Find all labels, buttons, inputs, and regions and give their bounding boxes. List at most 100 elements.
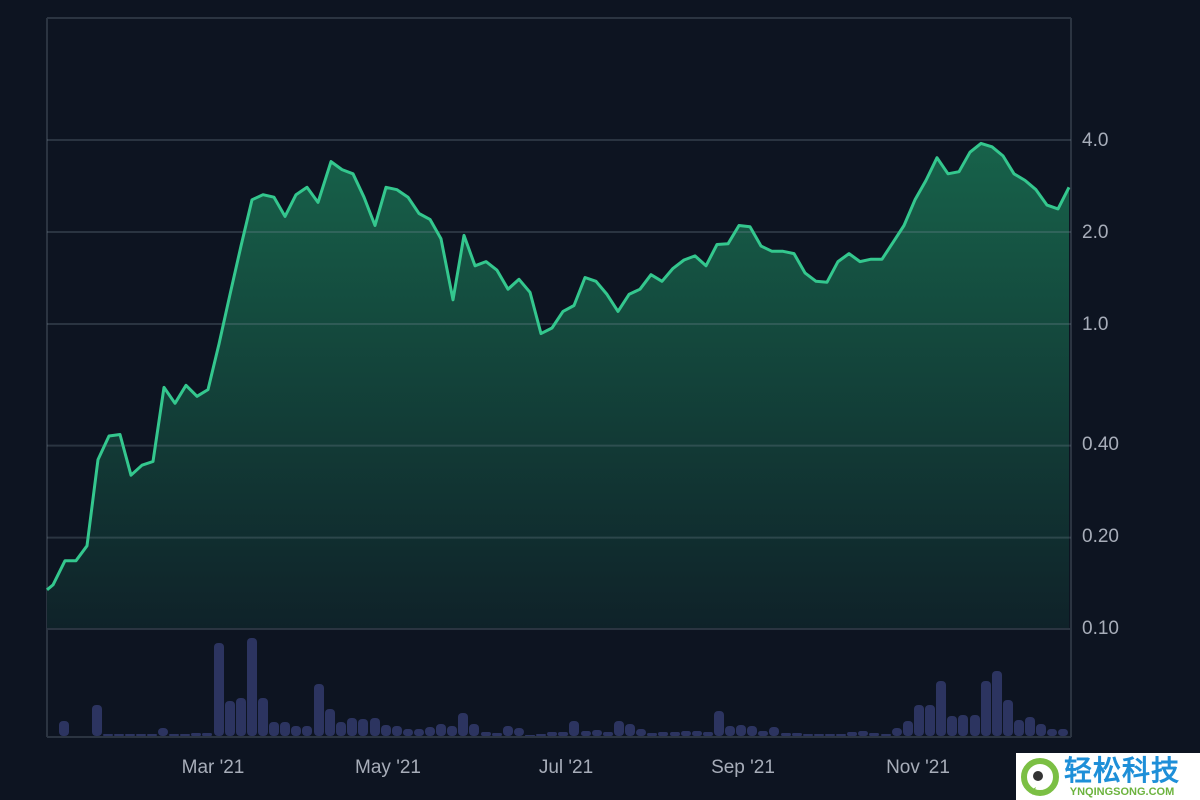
volume-bar [792, 733, 802, 736]
volume-bar [191, 733, 201, 736]
y-tick-label: 1.0 [1082, 314, 1109, 335]
volume-bar [291, 726, 301, 736]
volume-bar [903, 721, 913, 736]
y-tick-label: 2.0 [1082, 222, 1109, 243]
volume-bar [214, 643, 224, 736]
volume-bar [603, 732, 613, 736]
volume-bar [947, 716, 957, 736]
volume-bar [981, 681, 991, 736]
watermark: 轻松科技 YNQINGSONG.COM [1016, 753, 1200, 800]
volume-bar [158, 728, 168, 736]
volume-bars [59, 638, 1068, 736]
volume-bar [92, 705, 102, 736]
volume-bar [925, 705, 935, 736]
price-line [46, 141, 1071, 591]
volume-bar [670, 732, 680, 736]
volume-bar [347, 718, 357, 736]
volume-bar [525, 735, 535, 736]
volume-bar [447, 726, 457, 736]
volume-bar [125, 734, 135, 736]
volume-bar [325, 709, 335, 736]
volume-bar [169, 734, 179, 736]
volume-bar [881, 734, 891, 736]
volume-bar [703, 732, 713, 736]
volume-bar [414, 729, 424, 736]
volume-bar [336, 722, 346, 736]
x-tick-label: Nov '21 [886, 757, 950, 778]
volume-bar [814, 734, 824, 736]
volume-bar [236, 698, 246, 736]
x-tick-label: Jul '21 [538, 757, 594, 778]
volume-bar [302, 726, 312, 736]
volume-bar [692, 731, 702, 736]
eye-logo-icon [1021, 757, 1059, 796]
y-tick-label: 0.10 [1082, 618, 1119, 639]
volume-bar [103, 734, 113, 736]
volume-bar [614, 721, 624, 736]
volume-bar [59, 721, 69, 736]
volume-bar [1047, 729, 1057, 736]
price-area [47, 143, 1069, 629]
volume-bar [869, 733, 879, 736]
volume-bar [803, 734, 813, 736]
volume-bar [914, 705, 924, 736]
volume-bar [492, 733, 502, 736]
volume-bar [681, 731, 691, 736]
volume-bar [147, 734, 157, 736]
volume-bar [1003, 700, 1013, 736]
volume-bar [436, 724, 446, 736]
volume-bar [892, 728, 902, 736]
volume-bar [636, 729, 646, 736]
watermark-cn-text: 轻松科技 [1064, 753, 1181, 787]
volume-bar [1036, 724, 1046, 736]
x-tick-label: Sep '21 [711, 757, 775, 778]
volume-bar [458, 713, 468, 736]
volume-bar [970, 715, 980, 736]
volume-bar [114, 734, 124, 736]
volume-bar [647, 733, 657, 736]
volume-bar [503, 726, 513, 736]
volume-bar [836, 734, 846, 736]
volume-bar [769, 727, 779, 736]
volume-bar [781, 733, 791, 736]
volume-bar [825, 734, 835, 736]
volume-bar [992, 671, 1002, 736]
volume-bar [758, 731, 768, 736]
volume-bar [370, 718, 380, 736]
volume-bar [269, 722, 279, 736]
volume-bar [847, 732, 857, 736]
volume-bar [569, 721, 579, 736]
volume-bar [714, 711, 724, 736]
volume-bar [1058, 729, 1068, 736]
volume-bar [625, 724, 635, 736]
volume-bar [403, 729, 413, 736]
watermark-en-text: YNQINGSONG.COM [1069, 785, 1175, 798]
volume-bar [247, 638, 257, 736]
volume-bar [280, 722, 290, 736]
volume-bar [747, 726, 757, 736]
volume-bar [725, 726, 735, 736]
volume-bar [558, 732, 568, 736]
y-tick-label: 4.0 [1082, 130, 1109, 151]
volume-bar [547, 732, 557, 736]
volume-bar [225, 701, 235, 736]
volume-bar [392, 726, 402, 736]
volume-bar [958, 715, 968, 736]
volume-bar [202, 733, 212, 736]
y-tick-label: 0.20 [1082, 526, 1119, 547]
volume-bar [1014, 720, 1024, 736]
volume-bar [314, 684, 324, 736]
volume-bar [536, 734, 546, 736]
volume-bar [425, 727, 435, 736]
x-tick-label: May '21 [355, 757, 421, 778]
volume-bar [258, 698, 268, 736]
volume-bar [658, 732, 668, 736]
volume-bar [592, 730, 602, 736]
volume-bar [858, 731, 868, 736]
volume-bar [136, 734, 146, 736]
volume-bar [936, 681, 946, 736]
volume-bar [180, 734, 190, 736]
volume-bar [469, 724, 479, 736]
volume-bar [736, 725, 746, 736]
